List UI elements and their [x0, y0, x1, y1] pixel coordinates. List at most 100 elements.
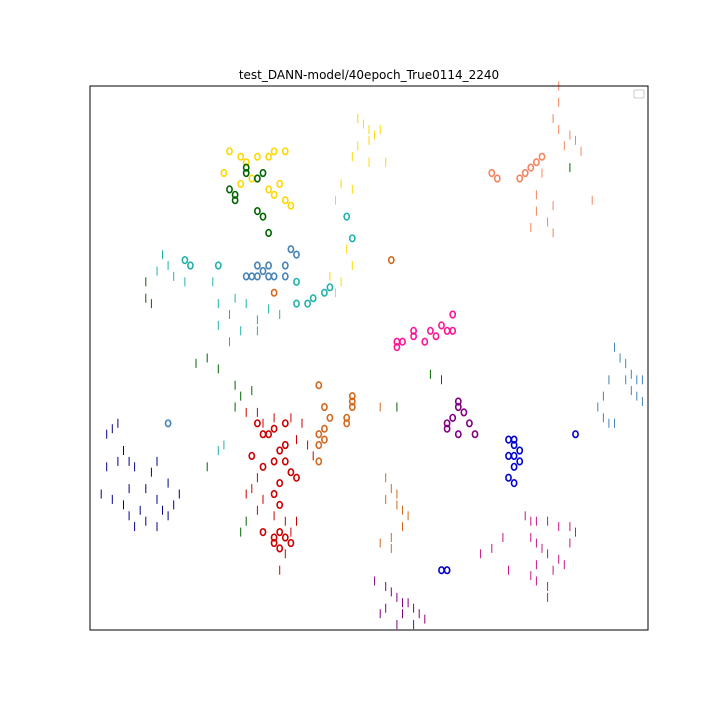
point-o-15-5 — [510, 451, 518, 461]
chart-title: test_DANN-model/40epoch_True0114_2240 — [239, 68, 499, 82]
point-o-16-16 — [276, 527, 284, 537]
point-o-6-3 — [343, 212, 351, 221]
point-o-2-2 — [231, 196, 239, 205]
point-o-16-15 — [276, 500, 284, 510]
point-o-4-1 — [493, 174, 501, 183]
point-o-10-4 — [443, 326, 451, 335]
point-o-15-12 — [443, 566, 451, 575]
point-o-15-4 — [505, 451, 512, 461]
point-o-11-7 — [315, 457, 323, 466]
point-o-16-12 — [293, 473, 300, 482]
point-o-0-10 — [270, 190, 278, 199]
point-o-4-6 — [538, 152, 546, 161]
point-o-16-11 — [287, 468, 295, 477]
point-o-13-5 — [471, 430, 479, 439]
point-o-8-11 — [281, 272, 289, 281]
point-o-11-8 — [348, 392, 356, 401]
point-o-8-9 — [287, 245, 295, 254]
point-o-2-5 — [259, 168, 267, 178]
point-o-6-9 — [293, 299, 300, 308]
point-o-13-1 — [454, 402, 462, 412]
point-o-0-13 — [276, 179, 284, 188]
point-o-6-2 — [214, 261, 222, 270]
point-o-11-4 — [315, 430, 323, 439]
point-o-8-0 — [253, 261, 261, 270]
point-o-0-7 — [220, 168, 228, 178]
point-o-15-2 — [510, 440, 518, 450]
point-o-4-4 — [527, 163, 535, 172]
point-o-11-6 — [320, 435, 328, 444]
point-o-4-0 — [488, 168, 496, 178]
point-o-10-0 — [410, 326, 417, 335]
point-o-11-10 — [348, 402, 356, 412]
point-o-10-5 — [449, 326, 457, 335]
point-o-6-8 — [304, 299, 311, 308]
point-o-6-7 — [309, 294, 317, 303]
point-o-11-2 — [326, 413, 334, 422]
point-o-16-10 — [281, 457, 289, 466]
point-o-2-1 — [231, 190, 239, 199]
point-o-2-9 — [265, 228, 272, 237]
point-o-8-10 — [293, 250, 300, 259]
point-o-13-8 — [443, 419, 451, 428]
point-o-16-4 — [281, 419, 289, 428]
point-o-11-14 — [387, 256, 395, 265]
point-o-15-11 — [438, 566, 445, 575]
point-o-10-1 — [410, 332, 417, 341]
point-o-10-8 — [399, 337, 406, 346]
point-o-2-6 — [253, 174, 261, 183]
point-o-0-12 — [287, 201, 295, 210]
point-o-16-17 — [270, 533, 278, 542]
point-o-13-2 — [460, 408, 468, 417]
point-o-15-0 — [505, 435, 512, 444]
point-o-8-3 — [270, 272, 278, 281]
point-o-16-6 — [276, 446, 284, 455]
point-o-6-5 — [320, 288, 328, 297]
point-o-8-6 — [248, 272, 256, 281]
point-o-15-1 — [510, 435, 518, 444]
point-o-16-21 — [270, 538, 278, 548]
point-o-10-6 — [432, 332, 440, 341]
point-o-16-18 — [281, 533, 289, 542]
point-o-11-5 — [315, 440, 323, 450]
plot-frame — [89, 85, 649, 631]
point-o-11-3 — [320, 424, 328, 433]
point-o-2-3 — [242, 168, 250, 178]
point-o-0-5 — [270, 147, 278, 156]
point-o-15-7 — [510, 462, 518, 471]
point-o-15-8 — [505, 473, 512, 482]
point-o-15-9 — [510, 479, 518, 488]
point-o-0-6 — [281, 147, 289, 156]
point-o-10-2 — [426, 326, 434, 335]
point-o-16-2 — [265, 430, 272, 439]
point-o-4-2 — [516, 174, 524, 183]
point-o-16-3 — [270, 424, 278, 433]
point-o-8-8 — [281, 261, 289, 270]
point-o-11-11 — [343, 413, 351, 422]
point-o-6-1 — [186, 261, 194, 270]
point-o-8-7 — [242, 272, 250, 281]
point-o-4-5 — [533, 158, 540, 167]
point-o-0-11 — [281, 196, 289, 205]
point-o-0-9 — [265, 185, 272, 194]
point-o-13-7 — [443, 424, 451, 433]
point-o-11-9 — [348, 397, 356, 406]
point-o-16-13 — [276, 479, 284, 488]
point-o-15-6 — [516, 457, 524, 466]
point-o-0-8 — [248, 174, 256, 183]
point-o-16-20 — [276, 544, 284, 553]
point-o-8-2 — [265, 261, 272, 270]
point-o-8-5 — [253, 272, 261, 281]
point-o-11-13 — [270, 288, 278, 297]
legend-box — [633, 89, 645, 99]
point-o-16-5 — [281, 440, 289, 450]
scatter-marks — [100, 81, 649, 630]
point-o-11-0 — [315, 381, 323, 390]
point-o-16-0 — [253, 419, 261, 428]
point-o-16-1 — [259, 430, 267, 439]
point-o-2-7 — [253, 207, 261, 216]
point-o-10-11 — [449, 310, 457, 319]
point-o-2-4 — [242, 163, 250, 172]
point-o-16-14 — [270, 489, 278, 499]
